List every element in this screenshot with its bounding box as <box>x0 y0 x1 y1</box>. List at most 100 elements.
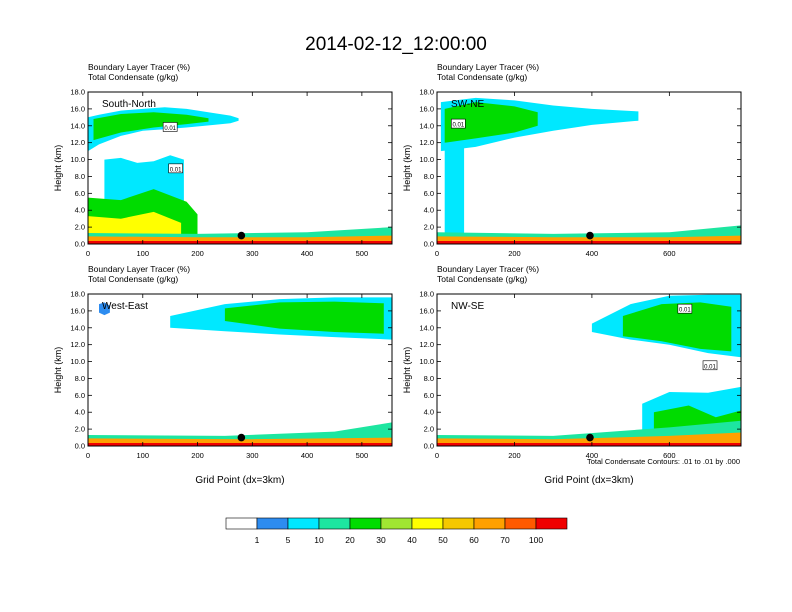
colorbar-label: 60 <box>469 535 479 545</box>
contour-label: 0.01 <box>704 364 716 370</box>
y-tick-label: 8.0 <box>75 172 85 181</box>
tracer-fills <box>88 107 392 244</box>
x-tick-label: 500 <box>356 451 369 460</box>
tracer-region <box>88 443 392 446</box>
contour-label-box <box>702 360 718 371</box>
x-tick-label: 200 <box>191 249 204 258</box>
y-tick-label: 16.0 <box>419 104 434 113</box>
colorbar-swatch <box>256 517 289 530</box>
x-axis-label: Grid Point (dx=3km) <box>195 475 284 486</box>
x-tick-label: 300 <box>246 451 259 460</box>
y-tick-label: 12.0 <box>70 340 85 349</box>
colorbar-swatch <box>411 517 444 530</box>
y-tick-label: 0.0 <box>424 240 434 249</box>
colorbar-swatch <box>225 517 258 530</box>
plot-frame <box>87 293 393 447</box>
y-tick-label: 12.0 <box>419 340 434 349</box>
panel-label: West-East <box>102 301 148 312</box>
y-tick-label: 16.0 <box>70 306 85 315</box>
figure-title: 2014-02-12_12:00:00 <box>305 34 487 55</box>
y-tick-label: 0.0 <box>424 442 434 451</box>
colorbar: 1 5 10 20 30 40 50 60 70 100 <box>225 517 568 545</box>
panel-header-condensate: Total Condensate (g/kg) <box>88 274 178 284</box>
x-tick-label: 400 <box>586 451 599 460</box>
colorbar-swatch <box>442 517 475 530</box>
y-tick-label: 12.0 <box>419 138 434 147</box>
colorbar-label: 40 <box>407 535 417 545</box>
y-tick-label: 8.0 <box>424 374 434 383</box>
y-axis-label: Height (km) <box>53 347 63 394</box>
colorbar-swatch <box>349 517 382 530</box>
tracer-fills <box>437 97 741 244</box>
x-tick-label: 400 <box>586 249 599 258</box>
colorbar-label: 70 <box>500 535 510 545</box>
y-tick-label: 2.0 <box>75 425 85 434</box>
x-tick-label: 300 <box>246 249 259 258</box>
y-axis-label: Height (km) <box>402 347 412 394</box>
panel-west-east: Boundary Layer Tracer (%)Total Condensat… <box>53 264 393 486</box>
y-tick-label: 14.0 <box>70 121 85 130</box>
contour-label: 0.01 <box>164 126 176 132</box>
x-tick-label: 200 <box>191 451 204 460</box>
y-tick-label: 10.0 <box>419 155 434 164</box>
colorbar-swatch <box>287 517 320 530</box>
x-tick-label: 100 <box>137 451 150 460</box>
contour-footnote: Total Condensate Contours: .01 to .01 by… <box>587 457 740 466</box>
x-tick-label: 400 <box>301 249 314 258</box>
panel-header-condensate: Total Condensate (g/kg) <box>88 72 178 82</box>
panel-header-tracer: Boundary Layer Tracer (%) <box>437 62 539 72</box>
colorbar-label: 100 <box>529 535 543 545</box>
tracer-region <box>437 443 741 446</box>
y-tick-label: 0.0 <box>75 240 85 249</box>
location-marker <box>586 433 594 442</box>
y-tick-label: 4.0 <box>75 206 85 215</box>
contour-label: 0.01 <box>170 167 182 173</box>
colorbar-label: 5 <box>286 535 291 545</box>
location-marker <box>586 231 594 240</box>
y-tick-label: 10.0 <box>70 155 85 164</box>
panel-header-condensate: Total Condensate (g/kg) <box>437 72 527 82</box>
y-tick-label: 4.0 <box>75 408 85 417</box>
tracer-region <box>622 302 732 352</box>
colorbar-swatch <box>380 517 413 530</box>
panel-label: NW-SE <box>451 301 484 312</box>
x-tick-label: 0 <box>86 451 90 460</box>
panel-nw-se: Boundary Layer Tracer (%) Total Condensat… <box>402 264 742 486</box>
y-tick-label: 16.0 <box>70 104 85 113</box>
y-tick-label: 8.0 <box>424 172 434 181</box>
y-tick-label: 18.0 <box>70 88 85 97</box>
panel-header-tracer: Boundary Layer Tracer (%) <box>437 264 539 274</box>
tracer-region <box>437 241 741 244</box>
contour-label-box <box>677 303 693 314</box>
x-tick-label: 400 <box>301 451 314 460</box>
y-tick-label: 14.0 <box>419 323 434 332</box>
y-tick-label: 2.0 <box>424 425 434 434</box>
y-tick-label: 18.0 <box>70 290 85 299</box>
y-tick-label: 18.0 <box>419 88 434 97</box>
colorbar-label: 10 <box>314 535 324 545</box>
y-tick-label: 18.0 <box>419 290 434 299</box>
colorbar-swatch <box>504 517 537 530</box>
contour-label-box <box>450 118 466 129</box>
colorbar-swatch <box>318 517 351 530</box>
x-tick-label: 200 <box>508 451 521 460</box>
location-marker <box>237 231 246 240</box>
colorbar-swatch <box>473 517 506 530</box>
y-tick-label: 6.0 <box>424 189 434 198</box>
panel-label: SW-NE <box>451 99 484 110</box>
tracer-region <box>93 112 209 141</box>
y-tick-label: 16.0 <box>419 306 434 315</box>
location-marker <box>237 433 246 442</box>
panel-header-tracer: Boundary Layer Tracer (%) <box>88 264 190 274</box>
panel-label: South-North <box>102 99 156 110</box>
y-tick-label: 12.0 <box>70 138 85 147</box>
tracer-fills <box>88 297 392 446</box>
x-tick-label: 600 <box>663 451 676 460</box>
y-tick-label: 6.0 <box>75 391 85 400</box>
y-tick-label: 10.0 <box>70 357 85 366</box>
y-tick-label: 2.0 <box>75 223 85 232</box>
contour-label: 0.01 <box>452 123 464 129</box>
tracer-region <box>99 302 110 316</box>
y-tick-label: 14.0 <box>419 121 434 130</box>
